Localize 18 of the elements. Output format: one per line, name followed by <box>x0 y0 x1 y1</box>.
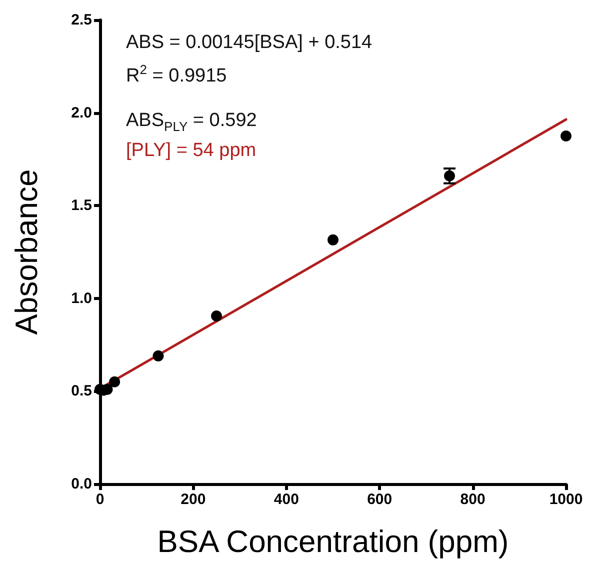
annotation: [PLY] = 54 ppm <box>126 140 256 162</box>
y-tick-label: 2.5 <box>71 12 92 28</box>
y-tick-label: 2.0 <box>71 104 92 122</box>
x-tick-label: 0 <box>96 491 104 508</box>
y-tick-label: 0.5 <box>71 382 92 400</box>
annotation: ABS$_{PLY}$ = 0.592 <box>126 110 257 134</box>
x-tick-label: 200 <box>180 491 206 508</box>
annotation: ABS = 0.00145[BSA] + 0.514 <box>126 32 372 54</box>
x-axis-title: BSA Concentration (ppm) <box>157 524 509 559</box>
x-tick-label: 400 <box>274 491 299 508</box>
x-tick-label: 800 <box>460 491 486 508</box>
x-tick-label: 1000 <box>549 491 583 508</box>
y-tick-label: 1.5 <box>71 197 92 214</box>
y-tick-label: 1.0 <box>71 290 92 307</box>
y-tick-label: 0.0 <box>71 476 92 492</box>
y-axis-title: Absorbance <box>9 169 44 335</box>
x-tick-label: 600 <box>367 491 392 508</box>
annotation: R$^{2}$ = 0.9915 <box>126 62 227 88</box>
